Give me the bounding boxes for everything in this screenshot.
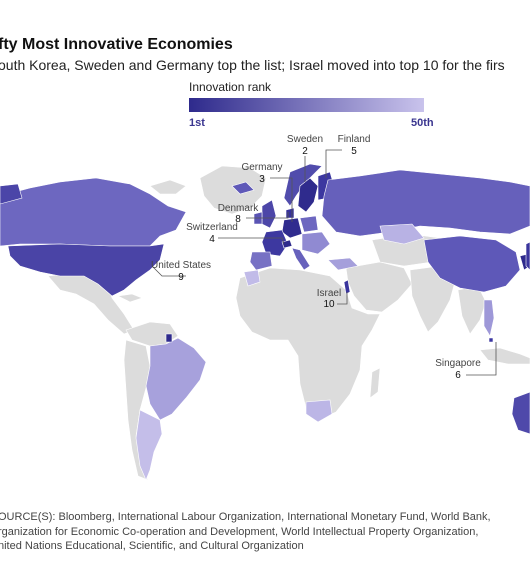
middle-east-shape — [345, 261, 413, 313]
alaska-shape — [0, 183, 23, 205]
germany-leader — [270, 177, 293, 222]
morocco-shape — [243, 269, 261, 287]
callout-name-united-states: United States — [151, 260, 211, 271]
source-line-3: nited Nations Educational, Scientific, a… — [0, 540, 304, 552]
source-line-1: OURCE(S): Bloomberg, International Labou… — [0, 511, 491, 523]
switzerland-leader — [218, 237, 285, 245]
french-guiana-shape — [165, 333, 173, 343]
caribbean-shape — [117, 293, 143, 303]
germany-shape — [281, 217, 303, 239]
canada-shape — [0, 177, 187, 247]
denmark-shape — [285, 207, 295, 219]
callout-rank-united-states: 9 — [178, 272, 184, 283]
legend-title: Innovation rank — [189, 80, 272, 94]
eastern-europe-shape — [301, 231, 331, 255]
israel-leader — [337, 292, 348, 305]
callout-rank-finland: 5 — [351, 146, 357, 157]
callout-name-israel: Israel — [317, 288, 341, 299]
legend-max-label: 50th — [411, 117, 434, 129]
callout-rank-israel: 10 — [323, 299, 335, 310]
callout-name-denmark: Denmark — [218, 203, 260, 214]
africa-shape — [235, 267, 381, 421]
finland-leader — [325, 149, 342, 178]
ranked-countries — [0, 163, 530, 481]
south-africa-shape — [305, 399, 333, 423]
argentina-shape — [135, 409, 163, 481]
indonesia-shape — [479, 347, 530, 365]
legend-color-bar — [189, 98, 424, 112]
france-shape — [261, 229, 289, 257]
sweden-shape — [297, 177, 319, 213]
poland-shape — [299, 215, 319, 233]
israel-shape — [343, 279, 351, 295]
japan-shape — [525, 241, 530, 271]
callout-name-singapore: Singapore — [435, 358, 481, 369]
callout-rank-germany: 3 — [259, 174, 265, 185]
united-states-shape — [7, 243, 165, 297]
singapore-leader — [466, 342, 497, 376]
kazakhstan-shape — [379, 223, 425, 245]
iberia-shape — [249, 251, 273, 271]
madagascar-shape — [369, 367, 381, 399]
legend-min-label: 1st — [189, 117, 205, 129]
callout-name-switzerland: Switzerland — [186, 222, 238, 233]
source-line-2: rganization for Economic Co-operation an… — [0, 525, 479, 538]
callout-name-finland: Finland — [338, 134, 371, 145]
source-note: OURCE(S): Bloomberg, International Labou… — [0, 510, 491, 554]
turkey-shape — [327, 257, 359, 271]
callout-name-germany: Germany — [241, 162, 282, 173]
united-kingdom-shape — [261, 199, 277, 229]
australia-shape — [511, 391, 530, 435]
china-shape — [423, 235, 521, 293]
chart-subtitle: outh Korea, Sweden and Germany top the l… — [0, 57, 505, 73]
italy-shape — [291, 247, 311, 271]
chart-title: fty Most Innovative Economies — [0, 36, 233, 53]
denmark-leader — [246, 212, 289, 219]
iceland-shape — [231, 181, 255, 195]
callout-name-sweden: Sweden — [287, 134, 323, 145]
thailand-malaysia-shape — [483, 299, 495, 337]
callout-rank-denmark: 8 — [235, 214, 241, 225]
brazil-shape — [145, 337, 207, 421]
united-states-leader — [151, 265, 186, 277]
callout-rank-sweden: 2 — [302, 146, 308, 157]
callout-rank-singapore: 6 — [455, 370, 461, 381]
callout-rank-switzerland: 4 — [209, 234, 215, 245]
arctic-islands-shape — [149, 179, 187, 195]
switzerland-shape — [281, 239, 293, 249]
singapore-shape — [488, 337, 494, 343]
russia-shape — [321, 169, 530, 237]
greenland-shape — [199, 165, 267, 215]
callout-leaders — [151, 149, 497, 376]
southeast-asia-shape — [457, 285, 487, 335]
callout-labels: Sweden 2 Finland 5 Germany 3 Denmark 8 S… — [151, 134, 481, 381]
